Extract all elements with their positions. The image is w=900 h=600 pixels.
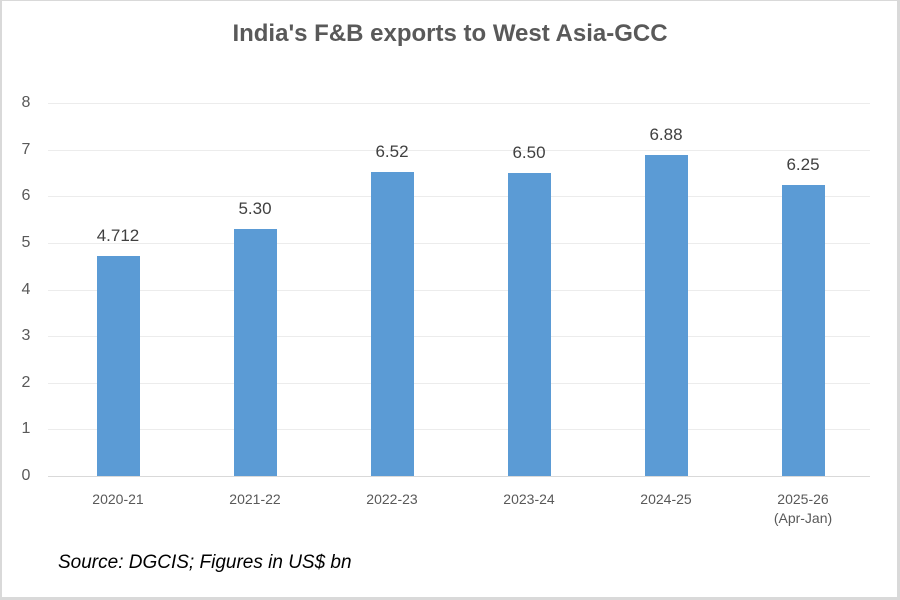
gridline — [48, 196, 870, 198]
data-label: 6.88 — [649, 125, 683, 145]
gridline — [48, 149, 870, 151]
y-tick-label: 0 — [21, 467, 31, 484]
data-label: 6.52 — [375, 142, 409, 161]
y-tick-label: 4 — [21, 280, 31, 298]
x-axis-line — [48, 476, 870, 477]
x-tick-label: 2022-23 — [366, 491, 418, 507]
x-tick-group: 2024-25 — [606, 490, 726, 509]
bar-2025-26 — [781, 184, 825, 476]
x-tick-group: 2022-23 — [332, 490, 452, 509]
x-tick-group: 2025-26 (Apr-Jan) — [743, 490, 863, 528]
x-tick-group: 2023-24 — [469, 490, 589, 509]
x-tick-sublabel: (Apr-Jan) — [773, 510, 833, 526]
y-tick-label: 1 — [21, 420, 31, 438]
gridline — [48, 336, 870, 338]
bar-2021-22 — [233, 228, 277, 476]
data-label: 6.25 — [786, 154, 820, 174]
y-tick-label: 3 — [21, 327, 31, 345]
gridline — [48, 242, 870, 244]
x-tick-label: 2021-22 — [229, 491, 281, 507]
chart-title: India's F&B exports to West Asia-GCC — [232, 20, 668, 47]
bar-2022-23 — [370, 172, 414, 476]
bar-2020-21 — [96, 256, 140, 476]
x-tick-group: 2021-22 — [195, 490, 315, 509]
gridline — [48, 382, 870, 384]
bar-2024-25 — [644, 155, 688, 476]
x-tick-label: 2025-26 — [777, 491, 829, 507]
data-label: 4.712 — [96, 226, 140, 246]
y-tick-label: 5 — [21, 233, 31, 251]
data-label: 6.50 — [512, 142, 546, 162]
y-tick-label: 2 — [21, 373, 31, 391]
y-tick-label: 7 — [21, 140, 31, 158]
gridline — [48, 289, 870, 291]
x-tick-label: 2020-21 — [92, 491, 144, 507]
gridline — [48, 429, 870, 431]
x-tick-label: 2023-24 — [503, 491, 555, 507]
x-tick-group: 2020-21 — [58, 490, 178, 509]
y-tick-label: 6 — [21, 187, 31, 205]
y-tick-label: 8 — [21, 94, 31, 111]
gridline — [48, 103, 870, 104]
bar-2023-24 — [507, 172, 551, 476]
source-note: Source: DGCIS; Figures in US$ bn — [58, 552, 352, 573]
x-tick-label: 2024-25 — [640, 491, 692, 507]
data-label: 5.30 — [238, 198, 272, 218]
